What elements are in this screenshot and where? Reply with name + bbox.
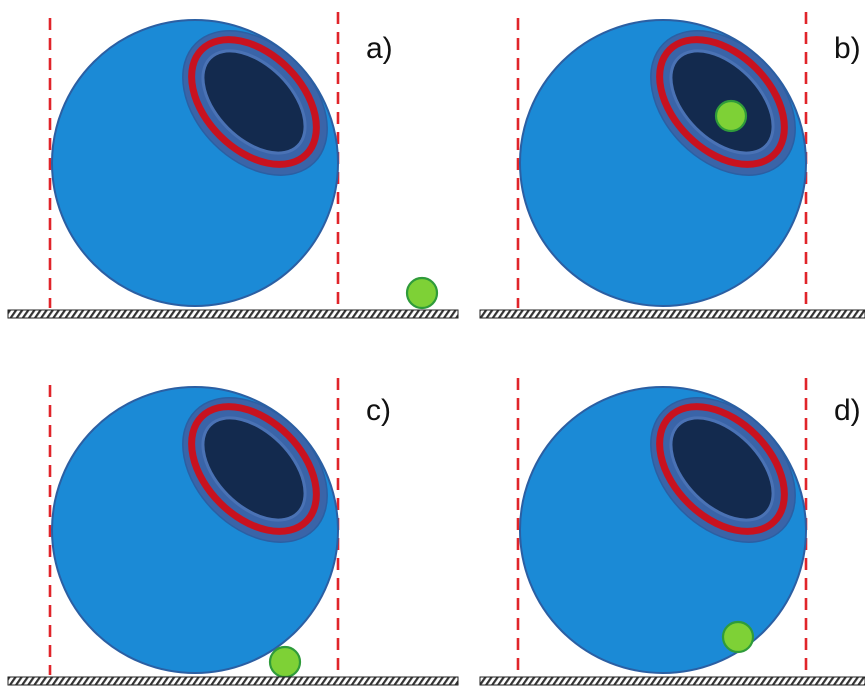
- red-ring: [656, 403, 788, 535]
- red-ring: [188, 403, 320, 535]
- ground: [479, 309, 865, 319]
- particle: [721, 620, 755, 654]
- ground: [7, 309, 459, 319]
- panel-c: c): [7, 378, 459, 686]
- panel-label: d): [834, 394, 861, 427]
- particle: [268, 645, 302, 679]
- cavity: [201, 49, 307, 155]
- cavity: [669, 416, 775, 522]
- panel-b: b): [479, 12, 865, 319]
- panel-label: a): [366, 32, 393, 65]
- red-ring: [656, 36, 788, 168]
- cavity: [669, 49, 775, 155]
- panel-label: c): [366, 394, 391, 427]
- panel-a: a): [7, 12, 459, 319]
- particle: [714, 99, 748, 133]
- particle: [405, 276, 439, 310]
- ground: [7, 676, 459, 686]
- red-ring: [188, 36, 320, 168]
- ground: [479, 676, 865, 686]
- panel-d: d): [479, 378, 865, 686]
- cavity: [201, 416, 307, 522]
- panel-label: b): [834, 32, 861, 65]
